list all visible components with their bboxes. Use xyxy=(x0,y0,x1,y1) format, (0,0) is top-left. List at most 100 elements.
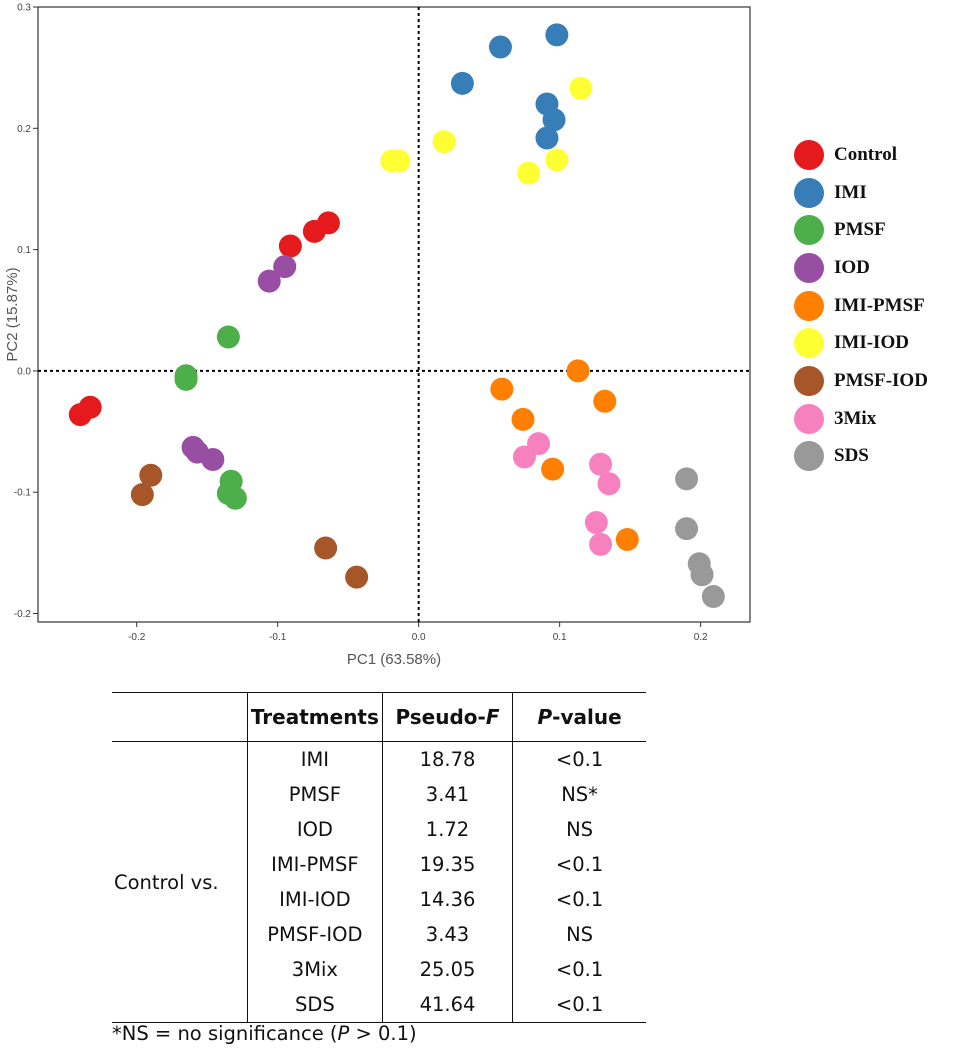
pseudo-f-cell: 25.05 xyxy=(382,952,514,987)
data-point-sds xyxy=(675,517,699,541)
header-empty xyxy=(112,693,247,742)
y-tick-label: 0.2 xyxy=(17,124,31,135)
data-point-3mix xyxy=(597,472,621,496)
data-point-imi-iod xyxy=(517,161,541,185)
header-treatments: Treatments xyxy=(246,692,383,742)
x-tick-label: -0.1 xyxy=(269,632,287,643)
y-tick-label: 0.3 xyxy=(17,3,31,14)
data-point-3mix xyxy=(584,511,608,535)
table-row: IMI-PMSF 19.35 <0.1 xyxy=(112,847,646,882)
header-pseudo-f: Pseudo-F xyxy=(382,692,514,742)
y-tick-label: 0.0 xyxy=(17,366,31,377)
pseudo-f-cell: 1.72 xyxy=(382,812,514,847)
legend-label: PMSF-IOD xyxy=(834,369,928,391)
data-point-iod xyxy=(201,447,225,471)
data-point-pmsf-iod xyxy=(314,536,338,560)
treatment-cell: IMI-PMSF xyxy=(246,847,383,882)
data-point-imi xyxy=(535,126,559,150)
legend-item: PMSF-IOD xyxy=(794,362,928,400)
treatment-cell: IMI xyxy=(246,741,383,777)
legend-item: IMI-IOD xyxy=(794,324,928,362)
data-point-imi-pmsf xyxy=(593,389,617,413)
legend-swatch xyxy=(794,403,824,434)
data-point-3mix xyxy=(589,532,613,556)
pseudo-f-cell: 14.36 xyxy=(382,882,514,917)
legend-item: IOD xyxy=(794,249,928,287)
data-point-imi-pmsf xyxy=(511,407,535,431)
treatment-cell: IMI-IOD xyxy=(246,882,383,917)
pseudo-f-cell: 19.35 xyxy=(382,847,514,882)
pseudo-f-cell: 3.43 xyxy=(382,917,514,952)
pseudo-f-cell: 18.78 xyxy=(382,741,514,777)
legend-item: PMSF xyxy=(794,211,928,249)
legend-label: 3Mix xyxy=(834,407,877,429)
data-point-iod xyxy=(273,255,297,279)
data-point-pmsf xyxy=(223,486,247,510)
data-point-pmsf-iod xyxy=(130,483,154,507)
table-row: IMI-IOD 14.36 <0.1 xyxy=(112,882,646,917)
data-point-imi xyxy=(545,23,569,47)
data-point-imi-iod xyxy=(432,130,456,154)
data-point-control xyxy=(316,211,340,235)
permanova-table: Treatments Pseudo-F P-value Control vs. I… xyxy=(112,692,646,1023)
legend-swatch xyxy=(794,441,824,472)
table-row: 3Mix 25.05 <0.1 xyxy=(112,952,646,987)
legend-swatch xyxy=(794,328,824,359)
legend-swatch xyxy=(794,290,824,321)
p-value-cell: <0.1 xyxy=(555,958,604,981)
pseudo-f-cell: 3.41 xyxy=(382,777,514,812)
x-tick-label: 0.1 xyxy=(553,632,567,643)
group-label: Control vs. xyxy=(114,870,219,894)
data-point-imi-pmsf xyxy=(541,457,565,481)
data-point-imi-iod xyxy=(569,76,593,100)
table-row: PMSF 3.41 NS* xyxy=(112,777,646,812)
x-tick-label: 0.0 xyxy=(412,632,426,643)
legend-swatch xyxy=(794,177,824,208)
x-axis-label: PC1 (63.58%) xyxy=(347,651,441,668)
legend-label: IMI xyxy=(834,181,867,203)
data-point-pmsf-iod xyxy=(139,463,163,487)
data-point-control xyxy=(78,395,102,419)
data-point-3mix xyxy=(589,452,613,476)
y-tick-label: -0.2 xyxy=(14,609,32,620)
data-point-control xyxy=(278,234,302,258)
data-point-imi-pmsf xyxy=(566,359,590,383)
data-point-pmsf xyxy=(216,325,240,349)
legend-item: SDS xyxy=(794,438,928,476)
legend-label: IOD xyxy=(834,256,870,278)
pseudo-f-cell: 41.64 xyxy=(382,987,514,1023)
y-tick-label: 0.1 xyxy=(17,245,31,256)
data-point-3mix xyxy=(512,445,536,469)
p-value-cell: <0.1 xyxy=(555,993,604,1016)
legend-label: PMSF xyxy=(834,219,886,241)
legend-label: Control xyxy=(834,143,897,165)
data-point-imi-iod xyxy=(545,148,569,172)
data-point-imi-pmsf xyxy=(490,377,514,401)
data-point-imi-pmsf xyxy=(615,528,639,552)
p-value-cell: NS xyxy=(566,923,594,946)
data-point-imi xyxy=(450,71,474,95)
table-row: Control vs. IMI 18.78 <0.1 xyxy=(112,741,646,894)
data-point-pmsf xyxy=(174,367,198,391)
data-point-imi xyxy=(542,108,566,132)
table-row: SDS 41.64 <0.1 xyxy=(112,987,646,1023)
pca-scatter-plot: -0.2 -0.1 0.0 0.1 0.2 -0.2 -0.1 0.0 0.1 0.2 0.3 PC1… xyxy=(4,3,751,668)
legend-swatch xyxy=(794,139,824,170)
table-header-row: Treatments Pseudo-F P-value xyxy=(112,692,646,742)
table-row: IOD 1.72 NS xyxy=(112,812,646,847)
legend-item: Control xyxy=(794,136,928,174)
treatment-cell: PMSF xyxy=(246,777,383,812)
legend-item: 3Mix xyxy=(794,400,928,438)
p-value-cell: <0.1 xyxy=(555,853,604,876)
data-point-imi xyxy=(488,35,512,59)
p-value-cell: <0.1 xyxy=(555,888,604,911)
treatment-cell: IOD xyxy=(246,812,383,847)
data-point-imi-iod xyxy=(387,149,411,173)
data-point-iod xyxy=(257,269,281,293)
p-value-cell: NS xyxy=(566,818,594,841)
legend-label: IMI-IOD xyxy=(834,332,909,354)
legend: Control IMI PMSF IOD IMI-PMSF IMI-IOD PMSF-IOD… xyxy=(794,136,928,475)
legend-swatch xyxy=(794,215,824,246)
legend-label: SDS xyxy=(834,445,869,467)
data-point-sds xyxy=(675,467,699,491)
